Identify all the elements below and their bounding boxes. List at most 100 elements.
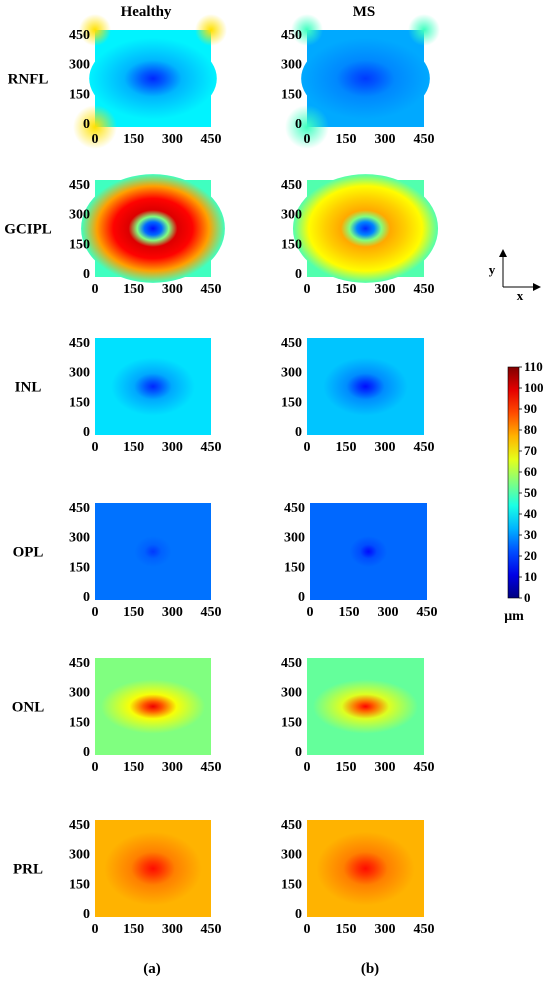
heatmap-field: [89, 37, 217, 120]
column-label-ms: MS: [353, 4, 376, 20]
heatmap-onl-ms: 450 300 150 00 150 300 450: [281, 656, 435, 775]
y-tick-label: 450: [281, 178, 302, 193]
y-tick-label: 0: [295, 907, 302, 922]
x-tick-label: 0: [304, 922, 311, 937]
y-tick-label: 150: [281, 715, 302, 730]
y-tick-label: 450: [281, 656, 302, 671]
x-tick-label: 150: [123, 922, 144, 937]
axes-indicator-y-label: y: [489, 262, 496, 277]
row-label-inl: INL: [15, 380, 42, 396]
y-tick-label: 300: [69, 208, 90, 223]
colorbar-tick-label: 100: [524, 380, 544, 395]
y-tick-label: 150: [69, 877, 90, 892]
x-tick-label: 0: [92, 440, 99, 455]
x-tick-label: 0: [304, 132, 311, 147]
heatmap-field: [100, 679, 206, 734]
y-tick-label: 0: [83, 590, 90, 605]
y-tick-label: 450: [69, 178, 90, 193]
x-tick-label: 150: [123, 132, 144, 147]
colorbar-tick-label: 80: [524, 422, 537, 437]
x-tick-label: 300: [162, 760, 183, 775]
heatmap-field: [349, 535, 388, 568]
x-tick-label: 450: [414, 440, 435, 455]
heatmap-field: [316, 831, 415, 906]
y-tick-label: 300: [69, 58, 90, 73]
x-tick-label: 450: [201, 440, 222, 455]
y-tick-label: 150: [281, 237, 302, 252]
y-tick-label: 450: [281, 818, 302, 833]
heatmap-prl-healthy: 450 300 150 00 150 300 450: [69, 818, 222, 937]
x-tick-label: 150: [336, 440, 357, 455]
x-tick-label: 300: [375, 282, 396, 297]
heatmap-field: [134, 535, 172, 568]
x-tick-label: 450: [417, 605, 438, 620]
y-tick-label: 0: [298, 590, 305, 605]
y-tick-label: 150: [69, 395, 90, 410]
row-label-rnfl: RNFL: [8, 72, 49, 88]
colorbar-tick-label: 110: [524, 359, 543, 374]
y-tick-label: 450: [284, 501, 305, 516]
row-label-gcipl: GCIPL: [4, 222, 52, 238]
y-tick-label: 150: [69, 560, 90, 575]
heatmap-opl-ms: 450 300 150 00 150 300 450: [284, 501, 438, 620]
y-tick-label: 0: [83, 425, 90, 440]
colorbar-unit: μm: [504, 609, 524, 624]
colorbar-tick-label: 0: [524, 590, 531, 605]
x-tick-label: 300: [378, 605, 399, 620]
heatmap-corner-hotspot: [285, 105, 329, 149]
y-tick-label: 150: [284, 560, 305, 575]
y-tick-label: 450: [69, 336, 90, 351]
row-label-onl: ONL: [12, 700, 45, 716]
heatmap-corner-hotspot: [408, 14, 440, 46]
x-tick-label: 300: [162, 132, 183, 147]
panel-label-a: (a): [143, 961, 161, 977]
y-tick-label: 150: [69, 715, 90, 730]
x-tick-label: 450: [201, 922, 222, 937]
y-tick-label: 300: [69, 531, 90, 546]
y-tick-label: 150: [281, 877, 302, 892]
x-tick-label: 300: [162, 605, 183, 620]
y-tick-label: 300: [281, 848, 302, 863]
axes-indicator: y x: [489, 249, 541, 303]
y-tick-label: 450: [281, 28, 302, 43]
heatmap-field: [104, 831, 202, 906]
y-tick-label: 0: [83, 117, 90, 132]
heatmap-opl-healthy: 450 300 150 00 150 300 450: [69, 501, 222, 620]
y-tick-label: 150: [69, 237, 90, 252]
y-tick-label: 150: [281, 395, 302, 410]
colorbar-gradient: [507, 366, 520, 599]
y-tick-label: 450: [69, 818, 90, 833]
x-tick-label: 450: [201, 282, 222, 297]
axes-indicator-y-head: [499, 249, 507, 257]
x-tick-label: 0: [92, 282, 99, 297]
heatmap-field: [81, 174, 225, 283]
y-tick-label: 150: [281, 87, 302, 102]
y-tick-label: 0: [295, 117, 302, 132]
x-tick-label: 300: [375, 440, 396, 455]
x-tick-label: 0: [92, 605, 99, 620]
x-tick-label: 300: [375, 760, 396, 775]
x-tick-label: 150: [336, 282, 357, 297]
heatmap-corner-hotspot: [73, 105, 117, 149]
heatmap-field: [323, 357, 408, 416]
heatmap-rnfl-healthy: 450 300 150 00 150 300 450: [69, 14, 227, 149]
heatmap-corner-hotspot: [291, 14, 323, 46]
heatmap-inl-healthy: 450 300 150 00 150 300 450: [69, 336, 222, 455]
axes-indicator-x-head: [533, 283, 541, 291]
y-tick-label: 450: [69, 28, 90, 43]
x-tick-label: 0: [92, 922, 99, 937]
x-tick-label: 150: [336, 922, 357, 937]
x-tick-label: 450: [414, 922, 435, 937]
colorbar-tick-label: 70: [524, 443, 537, 458]
x-tick-label: 0: [92, 132, 99, 147]
y-tick-label: 300: [281, 208, 302, 223]
x-tick-label: 450: [201, 605, 222, 620]
y-tick-label: 300: [284, 531, 305, 546]
column-label-healthy: Healthy: [121, 4, 172, 20]
x-tick-label: 300: [162, 922, 183, 937]
y-tick-label: 300: [281, 686, 302, 701]
x-tick-label: 0: [307, 605, 314, 620]
y-tick-label: 150: [69, 87, 90, 102]
heatmap-corner-hotspot: [195, 14, 227, 46]
